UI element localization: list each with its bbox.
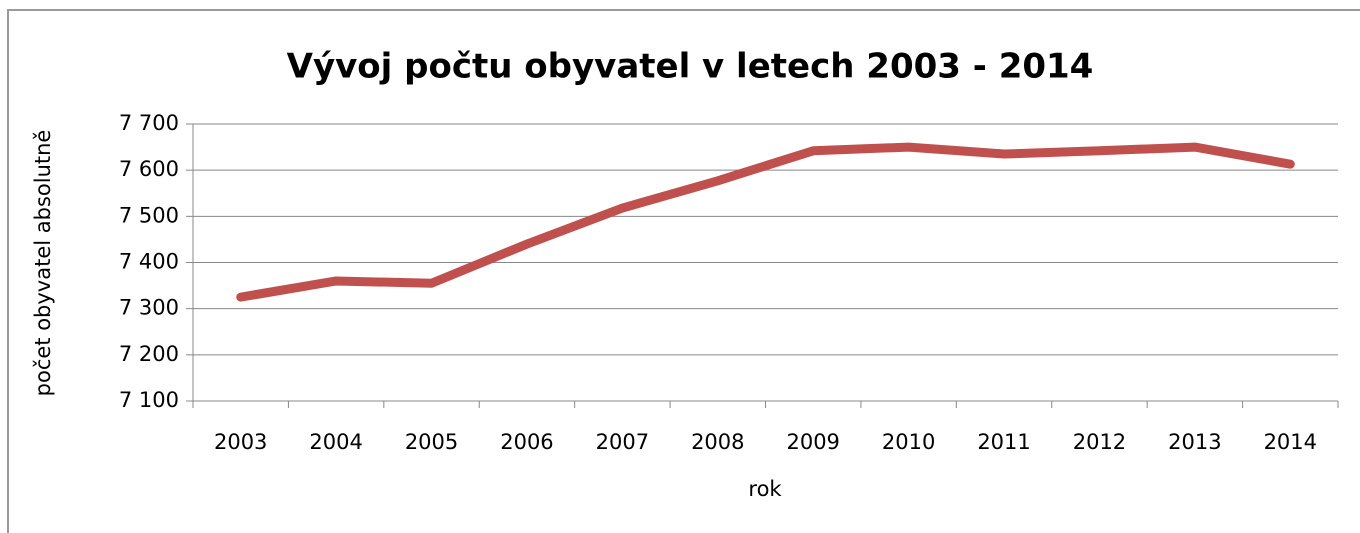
x-tick-label: 2010 [882, 430, 935, 454]
chart-frame [7, 9, 1360, 533]
y-tick-label: 7 100 [119, 388, 179, 412]
x-tick-label: 2013 [1168, 430, 1221, 454]
x-tick-label: 2005 [405, 430, 458, 454]
x-tick-label: 2014 [1264, 430, 1317, 454]
y-tick-label: 7 500 [119, 203, 179, 227]
x-tick-label: 2009 [786, 430, 839, 454]
y-axis-label: počet obyvatel absolutně [31, 130, 55, 397]
x-tick-label: 2003 [214, 430, 267, 454]
x-tick-label: 2007 [596, 430, 649, 454]
y-tick-label: 7 700 [119, 111, 179, 135]
x-tick-label: 2008 [691, 430, 744, 454]
x-tick-label: 2012 [1073, 430, 1126, 454]
y-tick-label: 7 200 [119, 342, 179, 366]
data-line [236, 142, 1295, 302]
chart-title: Vývoj počtu obyvatel v letech 2003 - 201… [287, 47, 1094, 87]
y-tick-label: 7 600 [119, 157, 179, 181]
y-tick-label: 7 300 [119, 296, 179, 320]
x-tick-label: 2006 [500, 430, 553, 454]
x-tick-label: 2011 [977, 430, 1030, 454]
x-axis-label: rok [748, 477, 782, 501]
y-tick-label: 7 400 [119, 250, 179, 274]
x-tick-label: 2004 [309, 430, 362, 454]
